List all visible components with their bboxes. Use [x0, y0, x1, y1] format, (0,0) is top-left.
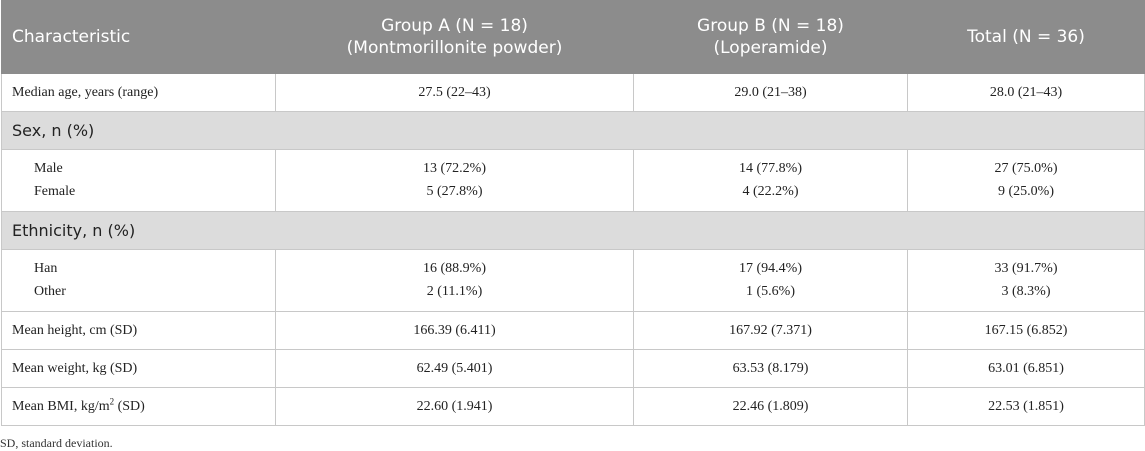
male-group-a: 13 (72.2%) [423, 161, 486, 176]
header-group-b-line2: (Loperamide) [713, 38, 828, 58]
han-label: Han [34, 261, 58, 276]
sex-group-b-cell: 14 (77.8%) 4 (22.2%) [633, 149, 908, 212]
bmi-group-b: 22.46 (1.809) [633, 387, 908, 426]
female-total: 9 (25.0%) [998, 184, 1054, 199]
other-total: 3 (8.3%) [1001, 284, 1051, 299]
height-group-a: 166.39 (6.411) [275, 311, 634, 350]
weight-label: Mean weight, kg (SD) [1, 349, 276, 388]
table-row-age: Median age, years (range) 27.5 (22–43) 2… [1, 73, 1145, 112]
table-body: Median age, years (range) 27.5 (22–43) 2… [1, 73, 1145, 426]
height-group-b: 167.92 (7.371) [633, 311, 908, 350]
age-group-b: 29.0 (21–38) [633, 73, 908, 112]
male-label: Male [34, 161, 63, 176]
header-group-a-line2: (Montmorillonite powder) [346, 38, 563, 58]
sex-section-label: Sex, n (%) [1, 111, 1145, 150]
table-row-height: Mean height, cm (SD) 166.39 (6.411) 167.… [1, 311, 1145, 350]
other-label: Other [34, 284, 66, 299]
demographics-table: Characteristic Group A (N = 18) (Montmor… [1, 0, 1145, 426]
han-total: 33 (91.7%) [994, 261, 1058, 276]
bmi-label-post: (SD) [114, 398, 145, 414]
section-row-ethnicity: Ethnicity, n (%) [1, 211, 1145, 250]
table-row-bmi: Mean BMI, kg/m2 (SD) 22.60 (1.941) 22.46… [1, 387, 1145, 426]
table-footnote: SD, standard deviation. [0, 436, 113, 450]
ethnicity-group-a-cell: 16 (88.9%) 2 (11.1%) [275, 249, 634, 312]
female-group-b: 4 (22.2%) [742, 184, 799, 199]
header-characteristic: Characteristic [1, 0, 276, 74]
ethnicity-group-b-cell: 17 (94.4%) 1 (5.6%) [633, 249, 908, 312]
sex-labels-cell: Male Female [1, 149, 276, 212]
header-total: Total (N = 36) [907, 0, 1145, 74]
other-group-b: 1 (5.6%) [746, 284, 795, 299]
header-group-b-line1: Group B (N = 18) [697, 16, 844, 36]
weight-group-b: 63.53 (8.179) [633, 349, 908, 388]
bmi-total: 22.53 (1.851) [907, 387, 1145, 426]
male-group-b: 14 (77.8%) [739, 161, 802, 176]
bmi-label-pre: Mean BMI, kg/m [12, 398, 110, 414]
section-row-sex: Sex, n (%) [1, 111, 1145, 150]
table-row-ethnicity: Han Other 16 (88.9%) 2 (11.1%) 17 (94.4%… [1, 249, 1145, 312]
bmi-label-sup: 2 [109, 395, 115, 406]
ethnicity-labels-cell: Han Other [1, 249, 276, 312]
han-group-a: 16 (88.9%) [423, 261, 486, 276]
male-total: 27 (75.0%) [994, 161, 1058, 176]
height-label: Mean height, cm (SD) [1, 311, 276, 350]
header-group-b: Group B (N = 18) (Loperamide) [633, 0, 908, 74]
han-group-b: 17 (94.4%) [739, 261, 802, 276]
bmi-label: Mean BMI, kg/m2 (SD) [1, 387, 276, 426]
ethnicity-section-label: Ethnicity, n (%) [1, 211, 1145, 250]
other-group-a: 2 (11.1%) [426, 284, 483, 299]
age-total: 28.0 (21–43) [907, 73, 1145, 112]
header-group-a-line1: Group A (N = 18) [381, 16, 528, 36]
ethnicity-total-cell: 33 (91.7%) 3 (8.3%) [907, 249, 1145, 312]
sex-group-a-cell: 13 (72.2%) 5 (27.8%) [275, 149, 634, 212]
table-header: Characteristic Group A (N = 18) (Montmor… [1, 0, 1145, 74]
table-row-sex: Male Female 13 (72.2%) 5 (27.8%) 14 (77.… [1, 149, 1145, 212]
female-label: Female [34, 184, 76, 199]
age-label: Median age, years (range) [1, 73, 276, 112]
weight-total: 63.01 (6.851) [907, 349, 1145, 388]
sex-total-cell: 27 (75.0%) 9 (25.0%) [907, 149, 1145, 212]
age-group-a: 27.5 (22–43) [275, 73, 634, 112]
height-total: 167.15 (6.852) [907, 311, 1145, 350]
header-group-a: Group A (N = 18) (Montmorillonite powder… [275, 0, 634, 74]
bmi-group-a: 22.60 (1.941) [275, 387, 634, 426]
weight-group-a: 62.49 (5.401) [275, 349, 634, 388]
female-group-a: 5 (27.8%) [426, 184, 483, 199]
table-row-weight: Mean weight, kg (SD) 62.49 (5.401) 63.53… [1, 349, 1145, 388]
header-row: Characteristic Group A (N = 18) (Montmor… [1, 0, 1145, 74]
